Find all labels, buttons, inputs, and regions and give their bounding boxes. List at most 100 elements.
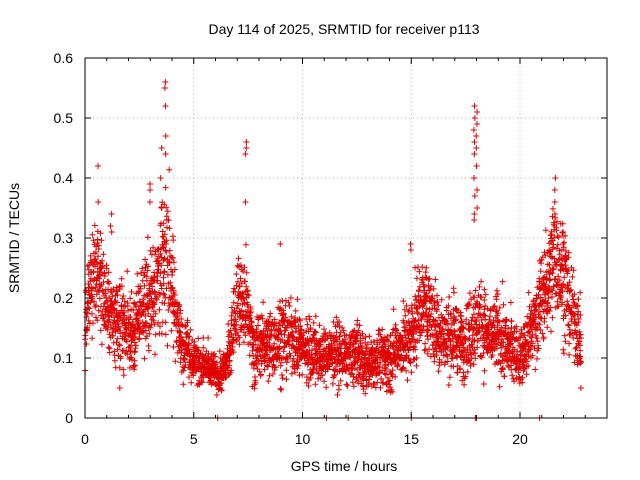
data-point: [465, 302, 472, 309]
data-point: [316, 322, 323, 329]
data-point: [199, 379, 206, 386]
data-point: [472, 355, 479, 362]
data-point: [95, 307, 102, 314]
data-point: [307, 325, 314, 331]
data-point: [157, 175, 164, 181]
data-point: [573, 322, 580, 329]
data-point: [198, 378, 205, 385]
data-point: [537, 327, 544, 333]
data-point: [176, 303, 183, 310]
data-point: [271, 367, 278, 373]
data-point: [529, 340, 536, 347]
y-tick-label: 0.2: [54, 290, 74, 306]
data-point: [247, 315, 254, 322]
data-point: [323, 384, 330, 391]
data-point: [413, 355, 420, 361]
data-point: [570, 267, 577, 274]
data-point: [498, 365, 505, 372]
data-point: [170, 296, 177, 303]
data-point: [469, 314, 476, 321]
y-tick-label: 0.6: [54, 50, 74, 66]
data-point: [470, 327, 477, 333]
data-point: [566, 279, 573, 286]
data-point: [444, 353, 451, 360]
data-point: [381, 370, 388, 377]
data-point: [343, 332, 350, 339]
data-point: [491, 324, 498, 331]
data-point: [384, 333, 391, 340]
data-point: [229, 343, 236, 350]
data-point: [478, 354, 485, 361]
data-point: [160, 244, 167, 251]
data-point: [415, 310, 422, 317]
data-point: [147, 187, 154, 193]
x-axis-label: GPS time / hours: [291, 458, 398, 474]
data-point: [505, 325, 511, 332]
data-point: [125, 307, 131, 314]
data-point: [90, 237, 97, 244]
data-point: [216, 348, 223, 355]
data-point: [158, 330, 165, 337]
data-point: [438, 326, 445, 333]
data-point: [460, 325, 467, 331]
data-point: [565, 249, 572, 256]
data-point: [493, 307, 500, 314]
data-point: [94, 317, 101, 324]
data-point: [308, 338, 315, 344]
data-point: [258, 312, 265, 319]
data-point: [416, 337, 423, 344]
data-point: [349, 379, 356, 386]
data-point: [281, 344, 288, 351]
data-point: [295, 362, 302, 369]
data-point: [551, 223, 558, 229]
data-point: [345, 367, 352, 374]
data-point: [182, 356, 189, 363]
data-point: [466, 335, 473, 342]
data-point: [458, 329, 465, 335]
data-point: [233, 318, 240, 325]
data-point: [165, 217, 172, 224]
data-point: [426, 346, 433, 353]
data-point: [296, 346, 303, 353]
data-point: [130, 322, 137, 329]
data-point: [374, 379, 381, 386]
data-point: [163, 248, 170, 255]
data-point: [278, 386, 285, 393]
data-point: [470, 127, 477, 133]
data-point: [474, 109, 481, 115]
data-point: [124, 300, 131, 306]
data-point: [519, 374, 526, 381]
data-point: [376, 370, 382, 376]
data-point: [294, 296, 301, 303]
data-point: [284, 355, 291, 362]
data-point: [350, 328, 357, 335]
data-point: [364, 341, 371, 348]
data-point: [464, 368, 471, 375]
data-point: [509, 372, 516, 379]
data-point: [92, 284, 99, 291]
data-point: [544, 324, 551, 331]
data-point: [146, 330, 153, 337]
data-point: [475, 327, 482, 334]
data-point: [163, 204, 170, 211]
data-point: [319, 372, 325, 379]
data-point: [473, 145, 480, 151]
data-point: [158, 145, 165, 151]
data-point: [172, 358, 179, 365]
data-point: [228, 304, 235, 311]
data-point: [431, 300, 438, 306]
data-point: [163, 237, 170, 244]
data-point: [577, 353, 584, 360]
data-point: [395, 361, 402, 368]
data-point: [366, 376, 373, 383]
data-point: [500, 339, 507, 346]
data-point: [278, 359, 284, 366]
data-point: [463, 305, 470, 312]
data-point: [313, 365, 320, 372]
data-point: [186, 333, 193, 340]
data-point: [560, 281, 567, 287]
data-point: [570, 296, 577, 303]
data-point: [578, 359, 585, 366]
data-point: [539, 330, 546, 337]
data-point: [336, 323, 343, 330]
